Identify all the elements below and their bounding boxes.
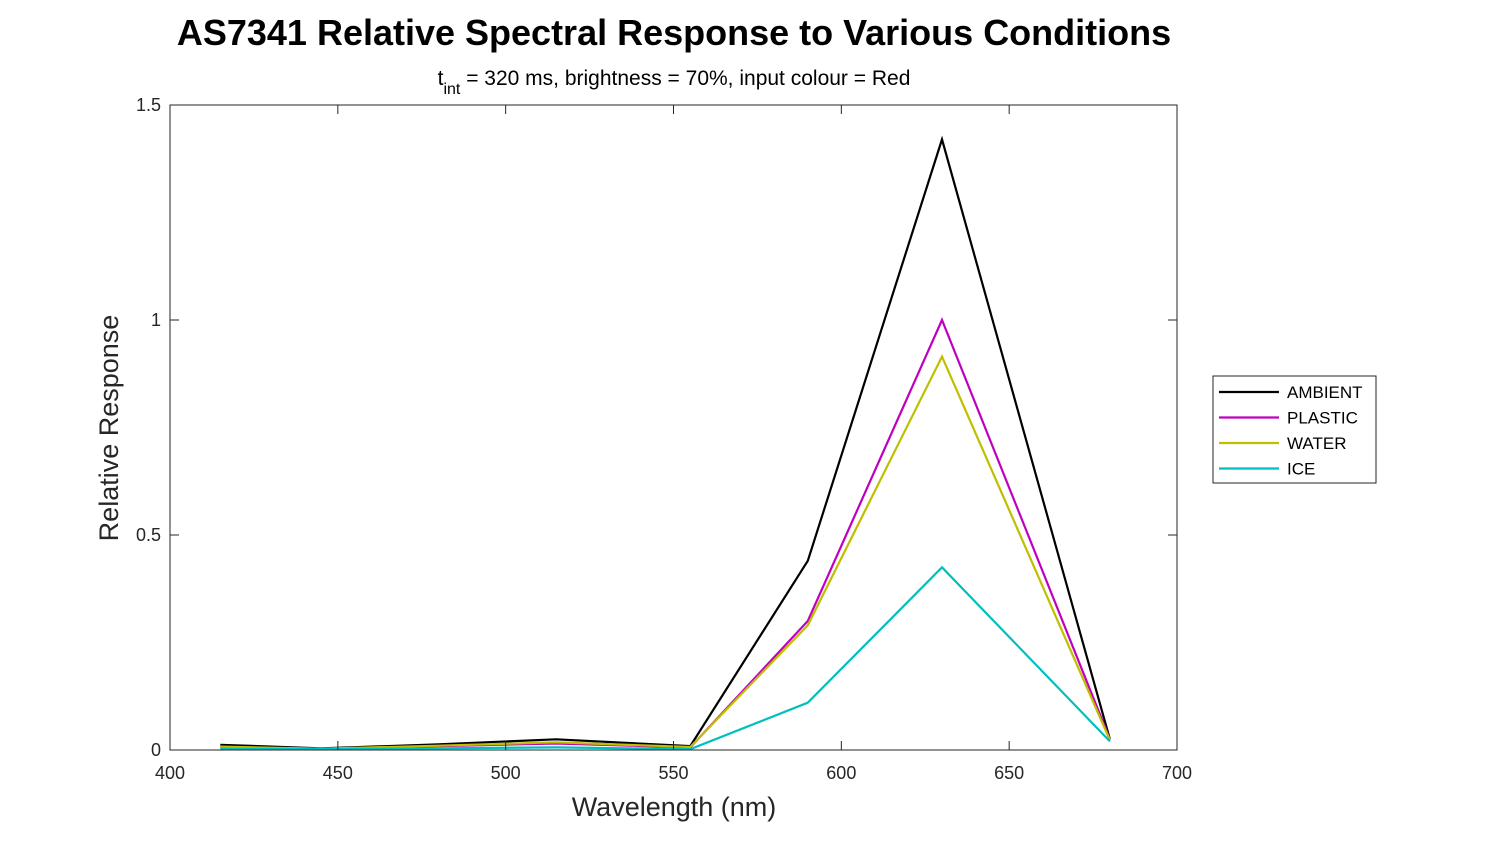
subtitle-subscript: int (443, 81, 460, 98)
legend-box (1212, 375, 1377, 484)
plot-area (170, 105, 1177, 750)
series-line-ice (220, 565, 1111, 751)
y-tick-label: 0.5 (136, 525, 161, 545)
x-tick-label: 500 (491, 763, 521, 783)
chart-subtitle: tint = 320 ms, brightness = 70%, input c… (438, 67, 911, 98)
x-tick-label: 450 (323, 763, 353, 783)
y-tick-label: 1.5 (136, 95, 161, 115)
y-axis-label: Relative Response (94, 315, 124, 542)
legend-label-water: WATER (1287, 434, 1347, 453)
y-tick-label: 0 (151, 740, 161, 760)
x-tick-label: 700 (1162, 763, 1192, 783)
subtitle-rest: = 320 ms, brightness = 70%, input colour… (460, 67, 910, 90)
x-tick-label: 400 (155, 763, 185, 783)
plot-background (170, 105, 1177, 750)
legend-label-ice: ICE (1287, 460, 1315, 479)
series-layer (220, 135, 1111, 751)
axes-layer: 400 450 500 550 600 650 700 0 0.5 1 1.5 (136, 95, 1192, 783)
x-tick-label: 650 (994, 763, 1024, 783)
legend-label-plastic: PLASTIC (1287, 409, 1358, 428)
subtitle-prefix: t (438, 67, 444, 90)
x-axis-label: Wavelength (nm) (572, 792, 777, 822)
y-tick-label: 1 (151, 310, 161, 330)
legend: AMBIENT PLASTIC WATER ICE (1212, 375, 1377, 484)
x-tick-label: 600 (826, 763, 856, 783)
chart-title: AS7341 Relative Spectral Response to Var… (177, 12, 1171, 53)
x-tick-label: 550 (658, 763, 688, 783)
legend-label-ambient: AMBIENT (1287, 383, 1363, 402)
